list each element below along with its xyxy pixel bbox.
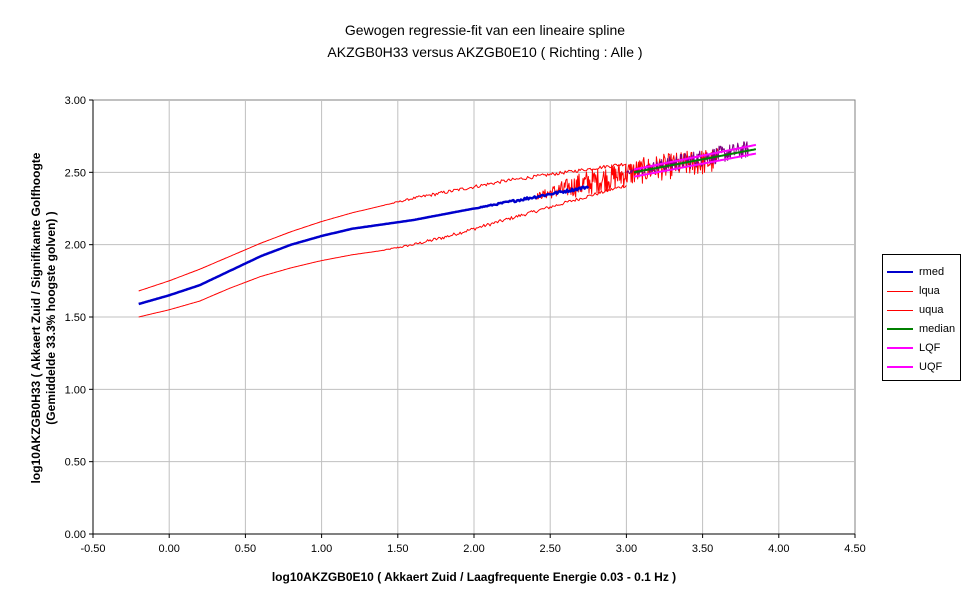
series-uqf-line <box>633 143 757 171</box>
legend-swatch <box>887 290 913 292</box>
legend-label: median <box>919 323 956 335</box>
chart-subtitle: AKZGB0H33 versus AKZGB0E10 ( Richting : … <box>327 44 643 60</box>
legend-item-lqua: lqua <box>887 281 940 301</box>
y-tick-label: 0.00 <box>65 529 86 541</box>
series-lqua-line <box>138 185 627 318</box>
series-rmed-line <box>138 185 590 306</box>
x-axis-label: log10AKZGB0E10 ( Akkaert Zuid / Laagfreq… <box>271 570 677 584</box>
legend-swatch <box>887 271 913 273</box>
x-tick-label: 0.50 <box>235 543 256 555</box>
legend-item-uqua: uqua <box>887 300 943 320</box>
y-tick-label: 3.00 <box>65 95 86 107</box>
series-uqua-line <box>138 162 627 292</box>
legend-label: UQF <box>919 361 943 373</box>
legend-label: rmed <box>919 266 945 278</box>
y-axis-label-line1: log10AKZGB0H33 ( Akkaert Zuid / Signifik… <box>29 152 43 484</box>
y-tick-label: 2.50 <box>65 167 86 179</box>
x-tick-label: 4.50 <box>844 543 865 555</box>
legend-item-lqf: LQF <box>887 338 940 358</box>
x-tick-label: -0.50 <box>80 543 105 555</box>
legend-item-rmed: rmed <box>887 262 944 282</box>
x-tick-label: 1.50 <box>387 543 408 555</box>
y-tick-label: 0.50 <box>65 457 86 469</box>
legend-label: lqua <box>919 285 940 297</box>
legend-swatch <box>887 309 913 311</box>
x-tick-label: 1.00 <box>311 543 332 555</box>
x-tick-label: 0.00 <box>158 543 179 555</box>
legend-item-uqf: UQF <box>887 357 942 377</box>
series-lqf-line <box>633 152 757 178</box>
legend-label: LQF <box>919 342 941 354</box>
legend-swatch <box>887 347 913 349</box>
x-tick-label: 2.50 <box>539 543 560 555</box>
chart-legend: rmed lqua uqua median LQF UQF <box>882 254 961 381</box>
y-tick-label: 1.50 <box>65 312 86 324</box>
x-tick-label: 3.00 <box>616 543 637 555</box>
x-tick-label: 2.00 <box>463 543 484 555</box>
legend-swatch <box>887 366 913 368</box>
chart-title: Gewogen regressie-fit van een lineaire s… <box>344 22 626 38</box>
x-tick-label: 3.50 <box>692 543 713 555</box>
series-median-line <box>633 148 757 174</box>
series-scatter-spread-line <box>534 148 719 200</box>
x-tick-label: 4.00 <box>768 543 789 555</box>
y-tick-label: 2.00 <box>65 240 86 252</box>
legend-item-median: median <box>887 319 955 339</box>
y-axis-label-line2: (Gemiddelde 33.3% hoogste golven) ) <box>44 211 58 425</box>
legend-swatch <box>887 328 913 330</box>
y-tick-label: 1.00 <box>65 384 86 396</box>
legend-label: uqua <box>919 304 944 316</box>
